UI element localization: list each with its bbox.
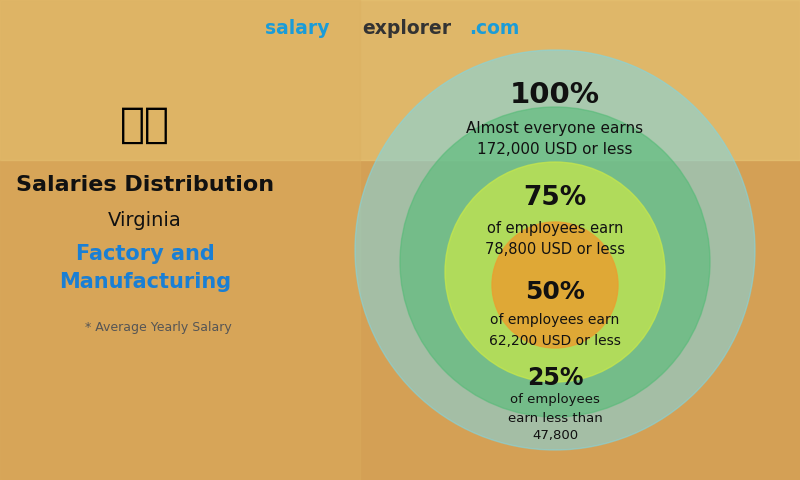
Circle shape bbox=[355, 50, 755, 450]
Text: 75%: 75% bbox=[523, 185, 586, 211]
Text: explorer: explorer bbox=[362, 19, 451, 37]
Text: of employees earn: of employees earn bbox=[487, 220, 623, 236]
Text: Factory and
Manufacturing: Factory and Manufacturing bbox=[59, 244, 231, 292]
Text: 62,200 USD or less: 62,200 USD or less bbox=[489, 334, 621, 348]
Text: * Average Yearly Salary: * Average Yearly Salary bbox=[85, 322, 232, 335]
Text: salary: salary bbox=[265, 19, 330, 37]
Text: Virginia: Virginia bbox=[108, 211, 182, 229]
Text: .com: .com bbox=[469, 19, 519, 37]
Text: Almost everyone earns: Almost everyone earns bbox=[466, 120, 643, 135]
Text: 47,800: 47,800 bbox=[532, 430, 578, 443]
Circle shape bbox=[400, 107, 710, 417]
Circle shape bbox=[445, 162, 665, 382]
Bar bbox=[0, 0, 800, 160]
Text: 🇺🇸: 🇺🇸 bbox=[120, 104, 170, 146]
Circle shape bbox=[492, 222, 618, 348]
Text: 172,000 USD or less: 172,000 USD or less bbox=[478, 143, 633, 157]
Text: of employees earn: of employees earn bbox=[490, 313, 620, 327]
Text: Salaries Distribution: Salaries Distribution bbox=[16, 175, 274, 195]
Text: earn less than: earn less than bbox=[508, 411, 602, 424]
Text: 100%: 100% bbox=[510, 81, 600, 109]
Text: 78,800 USD or less: 78,800 USD or less bbox=[485, 242, 625, 257]
Bar bbox=[0, 0, 360, 480]
Text: of employees: of employees bbox=[510, 394, 600, 407]
Text: 50%: 50% bbox=[525, 280, 585, 304]
Text: 25%: 25% bbox=[526, 366, 583, 390]
